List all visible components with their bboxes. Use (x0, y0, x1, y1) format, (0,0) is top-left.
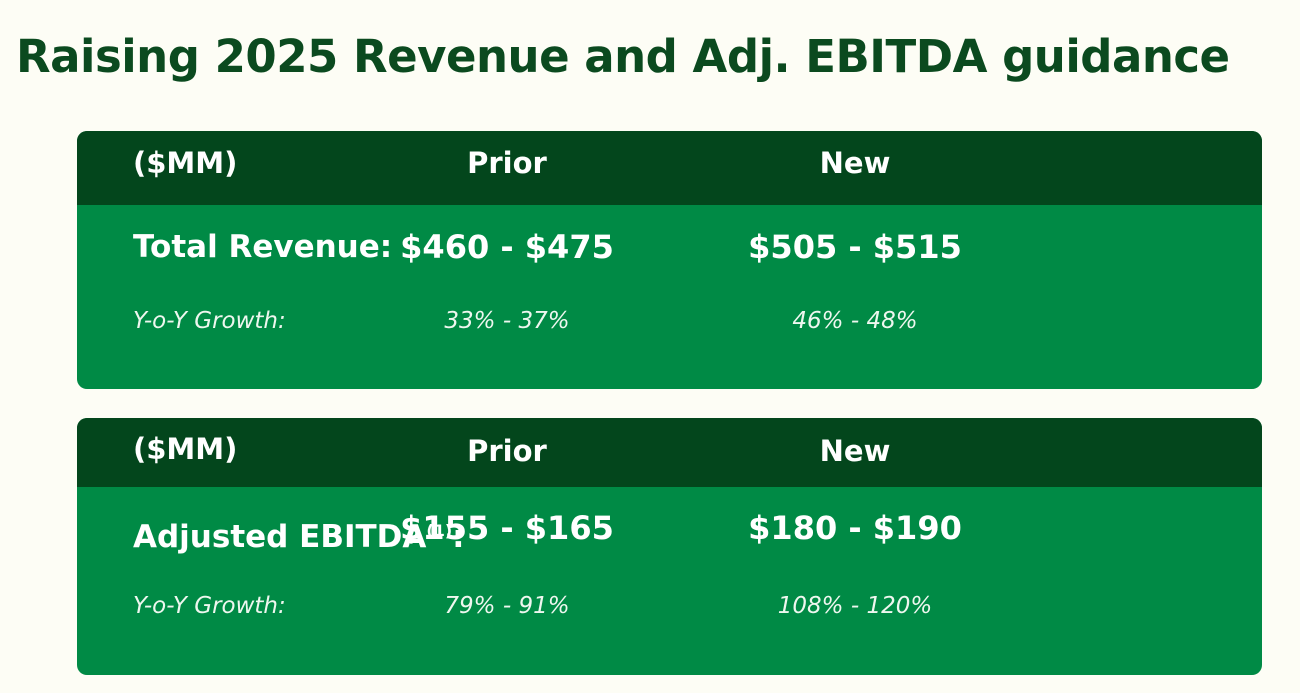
prior-value: $460 - $475 (400, 228, 614, 266)
unit-label: ($MM) (133, 146, 238, 180)
prior-value: $155 - $165 (400, 509, 614, 547)
metric-label-text: Adjusted EBITDA (133, 519, 427, 555)
table-header: ($MM) Prior New (77, 418, 1262, 487)
page-title: Raising 2025 Revenue and Adj. EBITDA gui… (16, 30, 1230, 83)
new-growth: 46% - 48% (792, 308, 918, 334)
metric-label: Adjusted EBITDA(1): (133, 519, 465, 555)
new-growth: 108% - 120% (777, 593, 933, 619)
unit-label: ($MM) (133, 432, 238, 466)
prior-column-header: Prior (467, 146, 547, 180)
prior-growth: 33% - 37% (444, 308, 570, 334)
new-value: $180 - $190 (748, 509, 962, 547)
ebitda-guidance-table: ($MM) Prior New Adjusted EBITDA(1): $155… (77, 418, 1262, 675)
new-column-header: New (819, 146, 891, 180)
metric-label-colon: : (452, 519, 465, 555)
prior-column-header: Prior (467, 434, 547, 468)
growth-label: Y-o-Y Growth: (133, 308, 286, 334)
table-header: ($MM) Prior New (77, 131, 1262, 205)
metric-label: Total Revenue: (133, 229, 393, 265)
growth-label: Y-o-Y Growth: (133, 593, 286, 619)
prior-growth: 79% - 91% (444, 593, 570, 619)
revenue-guidance-table: ($MM) Prior New Total Revenue: $460 - $4… (77, 131, 1262, 389)
new-value: $505 - $515 (748, 228, 962, 266)
new-column-header: New (819, 434, 891, 468)
footnote-marker: (1) (426, 521, 453, 540)
